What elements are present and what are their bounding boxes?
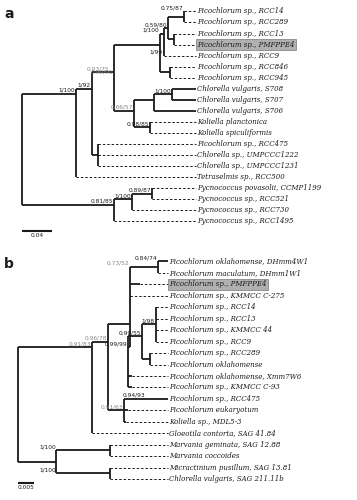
- Text: 0.94/93: 0.94/93: [122, 393, 145, 398]
- Text: Picochlorum sp., RCC289: Picochlorum sp., RCC289: [169, 349, 260, 357]
- Text: Pycnococcus sp., RCC1495: Pycnococcus sp., RCC1495: [197, 218, 293, 226]
- Text: 0.99/91: 0.99/91: [91, 70, 113, 74]
- Text: Picochlorum sp., RCC289: Picochlorum sp., RCC289: [197, 18, 288, 26]
- Text: 0.66/57: 0.66/57: [111, 105, 133, 110]
- Text: Picochlorum oklahomense, DHmm4W1: Picochlorum oklahomense, DHmm4W1: [169, 258, 308, 266]
- Text: 1/100: 1/100: [154, 88, 171, 94]
- Text: Picochlorum sp., RCC475: Picochlorum sp., RCC475: [169, 395, 260, 403]
- Text: Picochlorum sp., RCC13: Picochlorum sp., RCC13: [197, 30, 283, 38]
- Text: 1/98: 1/98: [142, 318, 155, 324]
- Text: 1/100: 1/100: [39, 444, 56, 450]
- Text: 0.81/85: 0.81/85: [91, 199, 113, 204]
- Text: Koliella spiculiformis: Koliella spiculiformis: [197, 129, 272, 137]
- Text: Picochlorum sp., RCC14: Picochlorum sp., RCC14: [197, 8, 283, 16]
- Text: 0.98/85: 0.98/85: [126, 122, 149, 126]
- Text: 1/100: 1/100: [142, 28, 159, 32]
- Text: Chlorella vulgaris, S706: Chlorella vulgaris, S706: [197, 107, 283, 115]
- Text: 0.84/74: 0.84/74: [134, 256, 157, 261]
- Text: Picochlorum sp., RCC14: Picochlorum sp., RCC14: [169, 304, 256, 312]
- Text: 0.59/80: 0.59/80: [144, 22, 167, 28]
- Text: Chlorella sp., UMPCCC1222: Chlorella sp., UMPCCC1222: [197, 151, 298, 159]
- Text: Picochlorum sp., RCC846: Picochlorum sp., RCC846: [197, 62, 288, 70]
- Text: Gloeotila contorta, SAG 41.84: Gloeotila contorta, SAG 41.84: [169, 429, 276, 437]
- Text: Picochlorum sp., PMFPPE4: Picochlorum sp., PMFPPE4: [169, 280, 266, 288]
- Text: 0.93/75: 0.93/75: [86, 66, 109, 71]
- Text: 0.75/87: 0.75/87: [160, 6, 183, 11]
- Text: Chlorella sp., UMPCCC1231: Chlorella sp., UMPCCC1231: [197, 162, 298, 170]
- Text: 0.99/99: 0.99/99: [104, 342, 127, 346]
- Text: Picochlorum eukaryotum: Picochlorum eukaryotum: [169, 406, 258, 414]
- Text: Picochlorum sp., PMFPPE4: Picochlorum sp., PMFPPE4: [197, 40, 295, 48]
- Text: Picochlorum sp., KMMCC 44: Picochlorum sp., KMMCC 44: [169, 326, 272, 334]
- Text: Marvania geminata, SAG 12.88: Marvania geminata, SAG 12.88: [169, 440, 280, 448]
- Text: Pycnococcus povasolii, CCMP1199: Pycnococcus povasolii, CCMP1199: [197, 184, 321, 192]
- Text: 0.91/63: 0.91/63: [101, 404, 123, 409]
- Text: Picochlorum sp., KMMCC C-93: Picochlorum sp., KMMCC C-93: [169, 384, 280, 392]
- Text: Koliella sp., MDL5-3: Koliella sp., MDL5-3: [169, 418, 241, 426]
- Text: b: b: [4, 256, 14, 270]
- Text: 1/92: 1/92: [78, 83, 91, 88]
- Text: 1/100: 1/100: [39, 468, 56, 472]
- Text: 0.73/52: 0.73/52: [106, 261, 129, 266]
- Text: Picochlorum sp., RCC475: Picochlorum sp., RCC475: [197, 140, 288, 148]
- Text: Pycnococcus sp., RCC521: Pycnococcus sp., RCC521: [197, 196, 289, 203]
- Text: Chlorella vulgaris, S708: Chlorella vulgaris, S708: [197, 85, 283, 93]
- Text: Koliella planctonica: Koliella planctonica: [197, 118, 267, 126]
- Text: Picochlorum oklahomense, Xmm7W6: Picochlorum oklahomense, Xmm7W6: [169, 372, 301, 380]
- Text: 1/100: 1/100: [58, 88, 75, 93]
- Text: Picochlorum sp., RCC9: Picochlorum sp., RCC9: [169, 338, 251, 345]
- Text: Picochlorum sp., KMMCC C-275: Picochlorum sp., KMMCC C-275: [169, 292, 285, 300]
- Text: Picochlorum sp., RCC9: Picochlorum sp., RCC9: [197, 52, 279, 60]
- Text: Chlorella vulgaris, S707: Chlorella vulgaris, S707: [197, 96, 283, 104]
- Text: a: a: [4, 6, 14, 20]
- Text: 0.91/83: 0.91/83: [69, 342, 91, 346]
- Text: 0.04: 0.04: [30, 233, 44, 238]
- Text: 0.89/87: 0.89/87: [129, 188, 151, 193]
- Text: Picochlorum sp., RCC13: Picochlorum sp., RCC13: [169, 314, 256, 322]
- Text: Tetraselmis sp., RCC500: Tetraselmis sp., RCC500: [197, 173, 285, 181]
- Text: Micractinium pusillum, SAG 13.81: Micractinium pusillum, SAG 13.81: [169, 464, 292, 471]
- Text: Picochlorum oklahomense: Picochlorum oklahomense: [169, 360, 262, 368]
- Text: Pycnococcus sp., RCC730: Pycnococcus sp., RCC730: [197, 206, 289, 214]
- Text: 0.005: 0.005: [17, 484, 34, 490]
- Text: 1/100: 1/100: [114, 194, 131, 198]
- Text: 0.99/55: 0.99/55: [119, 330, 141, 335]
- Text: 1/99: 1/99: [150, 50, 163, 54]
- Text: Chlorella vulgaris, SAG 211.11b: Chlorella vulgaris, SAG 211.11b: [169, 475, 284, 483]
- Text: 0.96/78: 0.96/78: [85, 336, 107, 340]
- Text: Picochlorum maculatum, DHmm1W1: Picochlorum maculatum, DHmm1W1: [169, 269, 301, 277]
- Text: Marvania coccoides: Marvania coccoides: [169, 452, 240, 460]
- Text: Picochlorum sp., RCC945: Picochlorum sp., RCC945: [197, 74, 288, 82]
